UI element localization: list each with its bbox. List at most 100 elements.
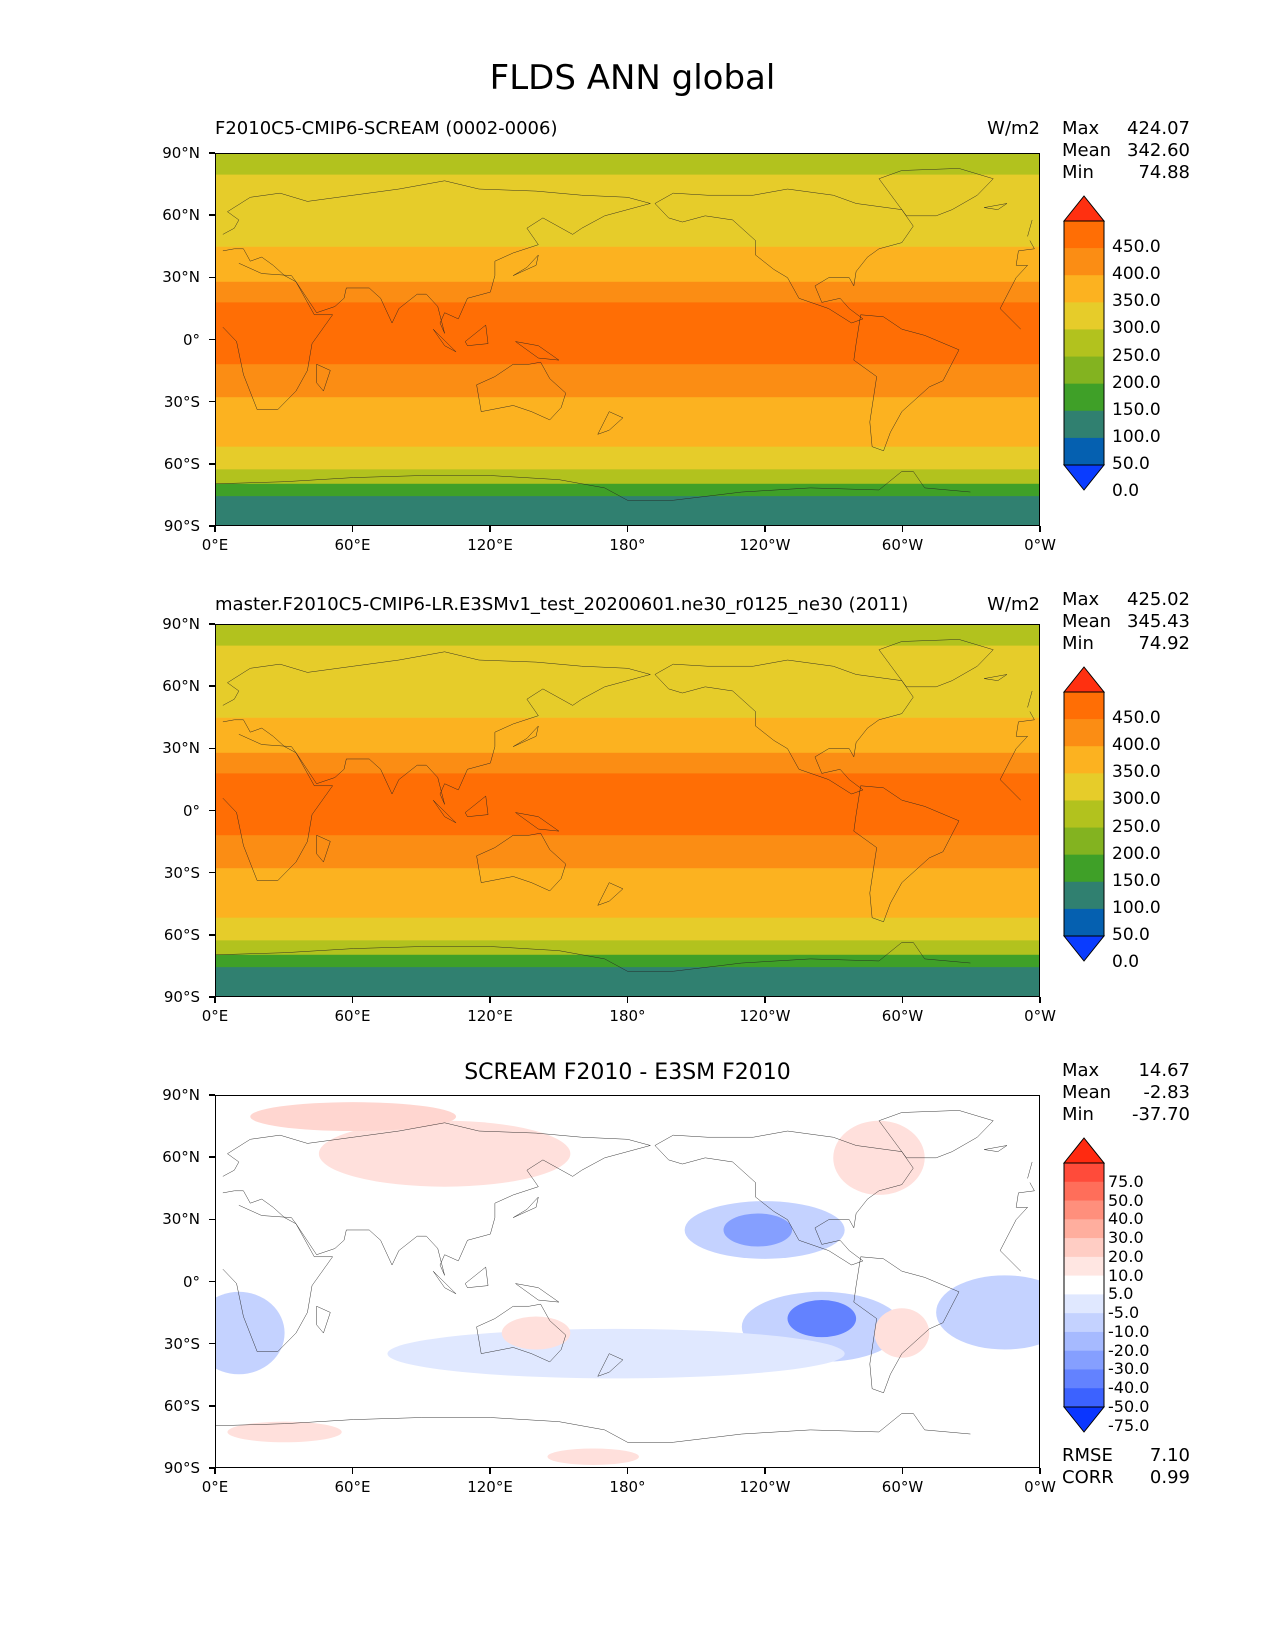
colorbar-tick-label: 200.0 [1112,843,1161,864]
lat-band-10 [216,954,1039,968]
anomaly-region-13 [227,1421,342,1443]
colorbar-extend-min [1062,935,1106,962]
x-tick-label: 180° [609,536,646,554]
x-tick-mark [489,526,491,532]
colorbar-tick-label: 0.0 [1112,952,1140,973]
colorbar-segment-6 [1064,1275,1104,1295]
lat-band-6 [216,835,1039,869]
stat-max-label: Max [1062,589,1100,610]
metrics-box: RMSE 7.10 CORR 0.99 [1062,1445,1190,1489]
lat-band-7 [216,397,1039,448]
colorbar-segment-3 [1064,302,1104,330]
x-tick-mark [489,1468,491,1474]
stat-max-label: Max [1062,1060,1100,1081]
colorbar-tick-label: 50.0 [1108,1190,1144,1210]
y-tick-mark [209,276,215,279]
colorbar-tick-label: 250.0 [1112,816,1161,837]
coastline-12-0 [513,255,538,276]
x-tick-label: 60°E [334,536,371,554]
x-tick-mark [764,526,766,532]
anomaly-region-7 [936,1275,1039,1350]
colorbar-tick-label: 200.0 [1112,372,1161,393]
stat-min: 74.92 [1138,633,1190,654]
coastline-0-1 [223,734,333,880]
map-plot [215,624,1040,997]
anomaly-region-10 [874,1308,930,1358]
colorbar-extend-max [1062,195,1106,222]
colorbar-segment-1 [1064,1181,1104,1202]
y-tick-label: 30°N [162,268,200,287]
y-tick-mark [209,338,215,341]
coastline-1-1 [223,652,651,805]
y-tick-mark [209,214,215,216]
anomaly-region-11 [833,1120,925,1195]
colorbar [1062,666,1106,962]
y-tick-mark [209,623,215,625]
x-tick-label: 60°W [881,1007,924,1025]
x-tick-label: 180° [609,1478,646,1496]
x-tick-label: 0°W [1024,1007,1056,1025]
colorbar-tick-label: -10.0 [1108,1321,1150,1341]
stat-min-label: Min [1062,1104,1094,1125]
colorbar-extend-min [1062,464,1106,491]
colorbar-tick-label: 75.0 [1108,1171,1144,1191]
y-tick-label: 90°S [163,517,200,535]
y-tick-mark [209,463,215,465]
colorbar-segment-1 [1064,719,1104,747]
colorbar-tick-label: 250.0 [1112,345,1161,366]
lat-band-2 [216,682,1039,719]
anomaly-region-8 [216,1291,285,1375]
colorbar-segment-0 [1064,692,1104,720]
coastline-0-2 [1000,780,1021,801]
x-tick-label: 0°W [1024,1478,1056,1496]
coastline-1-1 [223,181,651,334]
map-units: W/m2 [987,594,1040,615]
anomaly-region-12 [547,1448,639,1465]
map-title: master.F2010C5-CMIP6-LR.E3SMv1_test_2020… [215,594,909,615]
x-tick-mark [351,997,354,1003]
x-tick-mark [214,1468,216,1474]
colorbar-tick-label: 450.0 [1112,237,1161,258]
colorbar-tick-label: -75.0 [1108,1415,1150,1435]
y-tick-label: 90°N [162,1086,200,1104]
coastline-3-0 [655,1131,913,1265]
coastline-2-0 [477,362,566,420]
lat-band-9 [216,940,1039,956]
y-tick-mark [209,1467,215,1469]
lat-band-11 [216,967,1039,996]
stat-max: 425.02 [1127,589,1190,610]
coastline-2-0 [477,833,566,891]
y-tick-label: 30°N [162,739,200,758]
colorbar-tick-label: 400.0 [1112,264,1161,285]
x-tick-label: 0°E [201,1478,229,1496]
coastline-0-2 [1000,1251,1021,1272]
coastline-4-0 [854,786,959,922]
y-tick-mark [209,1094,215,1096]
x-tick-mark [626,997,629,1003]
lat-band-9 [216,469,1039,485]
coastline-5-0 [879,1110,993,1157]
y-tick-label: 90°S [163,1459,200,1477]
coastline-13-2 [1028,691,1033,707]
metric-rmse-label: RMSE [1062,1445,1113,1466]
y-tick-mark [209,1280,215,1283]
y-tick-label: 60°S [163,454,200,473]
stat-mean-label: Mean [1062,140,1112,161]
coastline-11-0 [317,1306,331,1333]
colorbar-tick-label: 350.0 [1112,291,1161,312]
coastline-8-0 [465,1267,488,1288]
colorbar-tick-label: 30.0 [1108,1228,1144,1248]
y-tick-mark [209,871,215,874]
colorbar-tick-label: 100.0 [1112,897,1161,918]
coastline-8-0 [465,796,488,817]
x-tick-label: 0°E [201,1007,229,1025]
stat-min-label: Min [1062,633,1094,654]
colorbar-segment-0 [1064,221,1104,249]
y-tick-mark [209,525,215,527]
y-tick-mark [209,400,215,403]
coastline-0-2 [1000,309,1021,330]
y-tick-mark [209,747,215,750]
x-tick-label: 60°W [881,536,924,554]
stat-max: 14.67 [1138,1060,1190,1081]
map-title: SCREAM F2010 - E3SM F2010 [464,1060,791,1085]
